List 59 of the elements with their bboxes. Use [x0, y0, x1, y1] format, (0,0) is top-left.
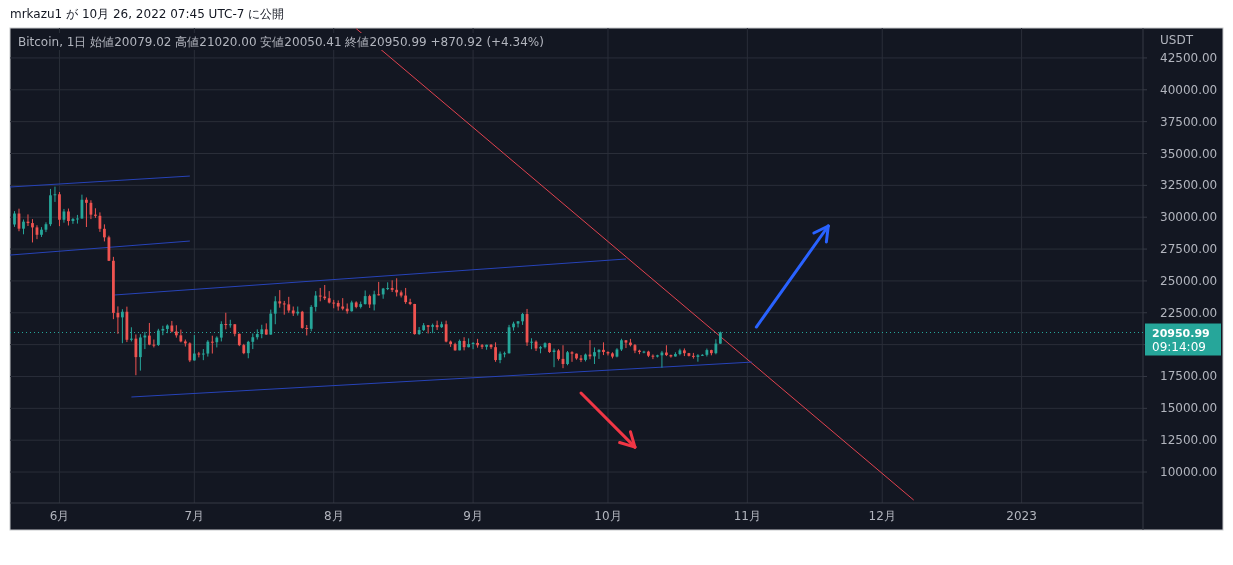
candlestick: [201, 348, 205, 361]
candlestick: [94, 207, 97, 219]
candlestick: [494, 341, 497, 363]
y-tick-label: 42500.00: [1160, 50, 1218, 65]
y-tick-label: 37500.00: [1160, 114, 1218, 129]
candlestick: [273, 295, 277, 325]
candlestick: [435, 320, 439, 331]
candlestick: [570, 350, 574, 363]
candlestick: [210, 335, 214, 355]
candlestick: [696, 353, 700, 363]
candlestick: [85, 196, 88, 228]
candlestick: [516, 320, 520, 328]
candlestick: [552, 348, 556, 368]
y-tick-label: 32500.00: [1160, 178, 1218, 193]
candlestick: [314, 290, 318, 312]
candlestick: [134, 333, 138, 376]
candlestick: [282, 300, 286, 316]
candlestick: [579, 354, 583, 363]
x-tick-label: 8月: [323, 509, 344, 523]
candlestick: [318, 287, 322, 302]
y-tick-label: 12500.00: [1160, 433, 1218, 448]
y-axis-title: USDT: [1160, 33, 1194, 47]
text: 09:14:09: [1152, 339, 1206, 354]
candlestick: [138, 333, 142, 372]
x-tick-label: 10月: [594, 509, 622, 523]
chart-subtitle: mrkazu1 が 10月 26, 2022 07:45 UTC-7 に公開: [10, 7, 285, 21]
x-tick-label: 2023: [1006, 509, 1037, 523]
candlestick: [305, 324, 309, 336]
y-tick-label: 30000.00: [1160, 210, 1218, 225]
x-tick-label: 9月: [463, 509, 483, 523]
y-tick-label: 22500.00: [1160, 305, 1218, 320]
candlestick: [192, 334, 196, 362]
candlestick: [170, 320, 174, 333]
candlestick: [269, 309, 273, 336]
y-tick-label: 17500.00: [1160, 369, 1218, 384]
candlestick: [426, 324, 430, 334]
ref-line-label: 20950.99: [1152, 326, 1210, 340]
y-tick-label: 25000.00: [1160, 273, 1218, 288]
candlestick: [309, 304, 313, 332]
y-tick-label: 15000.00: [1160, 401, 1218, 416]
candlestick: [121, 308, 124, 344]
x-tick-label: 11月: [733, 509, 761, 523]
y-tick-label: 35000.00: [1160, 146, 1218, 161]
candlestick: [530, 337, 533, 350]
candlestick: [31, 218, 34, 243]
candlestick: [624, 339, 628, 349]
y-tick-label: 10000.00: [1160, 465, 1218, 480]
x-tick-label: 12月: [868, 509, 896, 523]
candlestick: [408, 298, 412, 306]
x-tick-label: 7月: [184, 509, 205, 523]
candlestick: [480, 343, 484, 350]
y-tick-label: 27500.00: [1160, 242, 1218, 257]
candlestick: [372, 290, 376, 311]
candlestick: [188, 341, 192, 363]
y-tick-label: 40000.00: [1160, 82, 1218, 97]
text: Bitcoin, 1日 始値20079.02 高値21020.00 安値20050.41 終値20950.99 +870.92 (+4.34%): [18, 35, 544, 49]
x-tick-label: 6月: [49, 509, 70, 523]
candlestick: [161, 325, 165, 336]
candlestick: [152, 339, 156, 348]
